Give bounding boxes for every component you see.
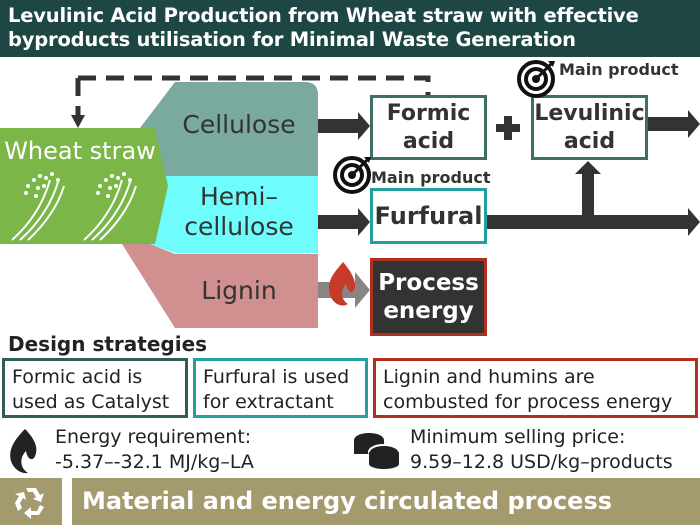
hemicellulose-label-line-1: Hemi– (200, 182, 278, 211)
levulinic-output-arrow (648, 110, 700, 138)
flame-icon (10, 429, 37, 474)
energy-requirement: Energy requirement: -5.37–-32.1 MJ/kg–LA (55, 425, 254, 475)
title-line-2: byproducts utilisation for Minimal Waste… (8, 28, 576, 51)
lignin-arrow (318, 272, 370, 308)
process-energy-line-2: energy (383, 298, 474, 324)
hemicellulose-arrow (318, 208, 370, 236)
furfural-main-product-tag: Main product (332, 154, 490, 194)
coins-icon (354, 433, 400, 469)
main-product-label: Main product (559, 59, 679, 79)
wheat-icon (11, 179, 137, 241)
hemicellulose-label: Hemi– cellulose (160, 182, 318, 242)
strategy-line: Lignin and humins are (383, 366, 595, 388)
levulinic-acid-line-2: acid (563, 128, 616, 154)
recycle-arrowhead (71, 115, 85, 128)
plus-icon (496, 116, 520, 140)
formic-acid-line-1: Formic (386, 100, 471, 126)
design-strategies-heading: Design strategies (8, 332, 208, 356)
hemicellulose-shape (150, 176, 318, 253)
levulinic-acid-box: Levulinic acid (531, 95, 648, 160)
title-line-1: Levulinic Acid Production from Wheat str… (8, 4, 639, 27)
lignin-label: Lignin (201, 276, 277, 305)
main-product-label: Main product (371, 167, 491, 187)
strategy-furfural: Furfural is used for extractant (193, 358, 368, 418)
minimum-selling-price: Minimum selling price: 9.59–12.8 USD/kg–… (410, 425, 673, 475)
formic-acid-line-2: acid (402, 128, 455, 154)
price-label: Minimum selling price: (410, 426, 626, 448)
wheat-grains-icon (24, 172, 132, 198)
recycle-icon (15, 487, 44, 519)
strategy-line: Furfural is used (203, 366, 350, 388)
energy-requirement-value: -5.37–-32.1 MJ/kg–LA (55, 451, 254, 473)
strategy-line: Formic acid is (12, 366, 143, 388)
energy-requirement-label: Energy requirement: (55, 426, 252, 448)
lignin-shape (122, 244, 318, 328)
strategy-formic-acid: Formic acid is used as Catalyst (2, 358, 188, 418)
target-icon (333, 156, 371, 194)
formic-acid-box: Formic acid (370, 95, 487, 160)
process-diagram (0, 75, 700, 328)
furfural-to-levulinic-arrow (575, 161, 601, 222)
levulinic-main-product-tag: Main product (516, 58, 678, 98)
strategy-line: combusted for process energy (383, 391, 673, 413)
formic-recycle-dashed-line (75, 75, 431, 118)
cellulose-shape (140, 82, 318, 176)
process-energy-line-1: Process (378, 270, 479, 296)
furfural-box: Furfural (370, 188, 487, 244)
cellulose-arrow (318, 112, 370, 140)
recycle-icon-tile (0, 478, 62, 525)
strategy-line: used as Catalyst (12, 391, 170, 413)
strategy-line: for extractant (203, 391, 334, 413)
footer-banner: Material and energy circulated process (72, 478, 700, 525)
cellulose-label: Cellulose (182, 110, 296, 139)
flame-icon (329, 262, 356, 306)
wheat-straw-label: Wheat straw (4, 137, 156, 165)
hemicellulose-label-line-2: cellulose (184, 212, 294, 241)
strategy-lignin: Lignin and humins are combusted for proce… (373, 358, 698, 418)
process-energy-box: Process energy (370, 258, 487, 336)
levulinic-acid-line-1: Levulinic (534, 100, 645, 126)
price-value: 9.59–12.8 USD/kg–products (410, 451, 673, 473)
target-icon (517, 60, 555, 98)
title-banner: Levulinic Acid Production from Wheat str… (0, 0, 700, 57)
